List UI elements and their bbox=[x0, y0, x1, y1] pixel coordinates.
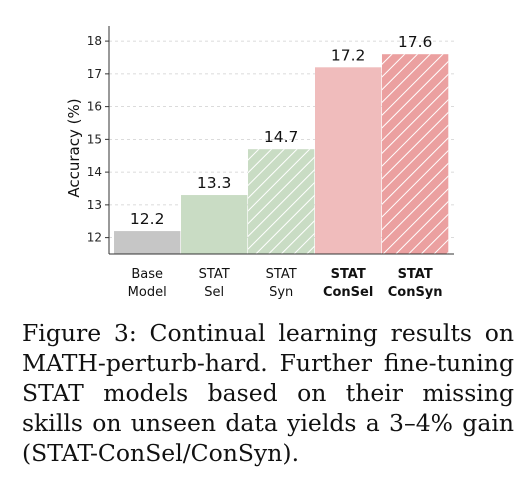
x-axis-labels: Base Model STAT Sel STAT Syn STAT ConSel STAT Con… bbox=[128, 267, 443, 300]
bar-hatch bbox=[248, 149, 315, 254]
x-tick-label: STAT bbox=[398, 267, 433, 282]
y-tick-label: 14 bbox=[87, 165, 102, 179]
y-tick-label: 13 bbox=[87, 198, 102, 212]
x-tick-label: STAT bbox=[331, 267, 366, 282]
bar bbox=[314, 67, 382, 254]
bar bbox=[181, 195, 248, 254]
data-label: 17.6 bbox=[398, 33, 433, 51]
y-tick-label: 17 bbox=[87, 67, 102, 81]
x-tick-label: ConSel bbox=[323, 285, 373, 300]
x-tick-label: Base bbox=[131, 267, 163, 282]
bar-chart: Accuracy (%) 12 13 14 15 16 17 18 12.2 13.3 14.7… bbox=[65, 26, 454, 300]
data-label: 13.3 bbox=[197, 174, 232, 192]
y-tick-label: 16 bbox=[87, 100, 102, 114]
y-axis-ticks: 12 13 14 15 16 17 18 bbox=[87, 34, 109, 245]
y-tick-label: 18 bbox=[87, 34, 102, 48]
x-tick-label: ConSyn bbox=[388, 285, 443, 300]
x-tick-label: STAT bbox=[266, 267, 297, 282]
value-labels: 12.2 13.3 14.7 17.2 17.6 bbox=[130, 33, 432, 228]
y-tick-label: 12 bbox=[87, 231, 102, 245]
bars bbox=[114, 54, 449, 255]
y-axis-title: Accuracy (%) bbox=[65, 98, 83, 197]
axes bbox=[108, 26, 454, 255]
data-label: 14.7 bbox=[264, 128, 299, 146]
bar-hatch bbox=[381, 54, 449, 255]
x-tick-label: STAT bbox=[199, 267, 230, 282]
x-tick-label: Model bbox=[128, 285, 167, 300]
bar bbox=[114, 231, 181, 254]
x-tick-label: Syn bbox=[269, 285, 293, 300]
y-tick-label: 15 bbox=[87, 132, 102, 146]
data-label: 17.2 bbox=[331, 46, 366, 64]
x-tick-label: Sel bbox=[204, 285, 224, 300]
data-label: 12.2 bbox=[130, 210, 165, 228]
figure-caption: Figure 3: Continual learning results on … bbox=[22, 319, 514, 467]
